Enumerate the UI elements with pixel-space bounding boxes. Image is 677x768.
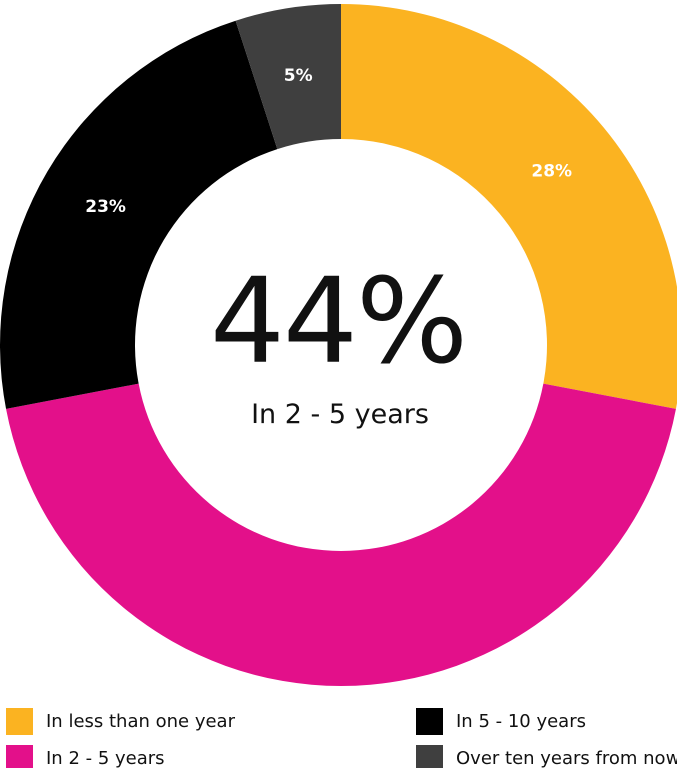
donut-slices xyxy=(0,3,677,687)
donut-slice-labels: 28% 23% 5% xyxy=(85,66,572,217)
donut-slice xyxy=(235,3,341,150)
slice-label: 5% xyxy=(284,66,313,86)
slice-label: 23% xyxy=(85,197,126,217)
donut-slice xyxy=(341,4,677,409)
center-caption: In 2 - 5 years xyxy=(251,399,429,430)
donut-slice xyxy=(0,20,278,409)
slice-label: 28% xyxy=(531,162,572,182)
donut-slice xyxy=(6,383,676,687)
center-value: 44% xyxy=(210,252,466,390)
